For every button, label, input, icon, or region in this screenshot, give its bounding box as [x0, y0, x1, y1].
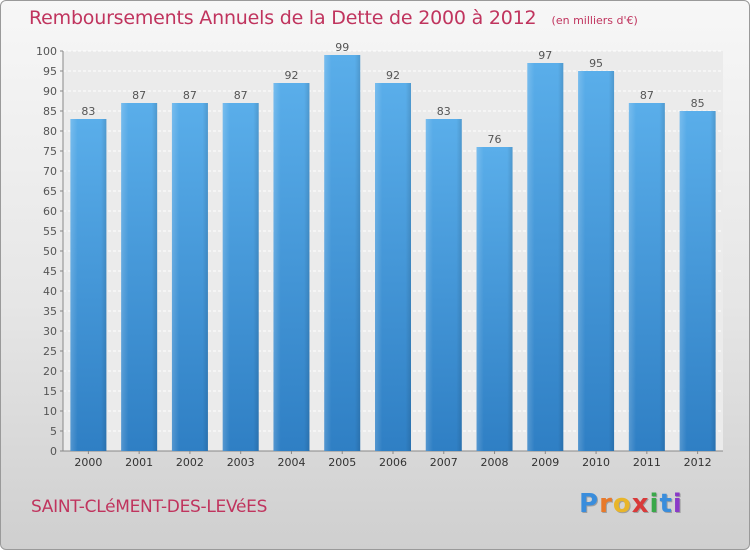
bar-shading [679, 111, 716, 451]
plot-area: 0 5 10 15 20 25 30 35 40 45 50 55 60 65 70 75 80 85 90 95 10… [36, 41, 723, 469]
bar-shading [628, 103, 665, 451]
data-label: 85 [691, 97, 705, 110]
x-tick-label: 2002 [176, 456, 204, 469]
x-tick-label: 2001 [125, 456, 153, 469]
chart-unit: (en milliers d'€) [551, 14, 638, 27]
x-tick-label: 2000 [74, 456, 102, 469]
bar-shading [70, 119, 107, 451]
bar-shading [121, 103, 158, 451]
data-label: 87 [132, 89, 146, 102]
y-tick-label: 30 [43, 325, 57, 338]
logo-letter: o [612, 489, 632, 519]
y-tick-label: 0 [50, 445, 57, 458]
x-tick-label: 2009 [531, 456, 559, 469]
bar-shading [375, 83, 411, 451]
bar-shading [222, 103, 259, 451]
x-tick-label: 2003 [227, 456, 255, 469]
commune-name: SAINT-CLéMENT-DES-LEVéES [31, 497, 268, 517]
y-tick-label: 40 [43, 285, 57, 298]
data-label: 83 [81, 105, 95, 118]
bar-shading [425, 119, 462, 451]
y-tick-label: 70 [43, 165, 57, 178]
y-tick-label: 75 [43, 145, 57, 158]
y-tick-label: 10 [43, 405, 57, 418]
y-tick-label: 45 [43, 265, 57, 278]
data-label: 83 [437, 105, 451, 118]
data-label: 97 [538, 49, 552, 62]
x-tick-label: 2007 [430, 456, 458, 469]
x-tick-label: 2010 [582, 456, 610, 469]
y-tick-label: 55 [43, 225, 57, 238]
y-tick-label: 90 [43, 85, 57, 98]
y-tick-label: 85 [43, 105, 57, 118]
logo-letter: r [599, 489, 613, 519]
y-tick-label: 20 [43, 365, 57, 378]
x-tick-label: 2012 [684, 456, 712, 469]
y-tick-label: 35 [43, 305, 57, 318]
logo-letter: t [659, 489, 673, 519]
y-tick-label: 5 [50, 425, 57, 438]
logo-letter: i [672, 489, 683, 519]
y-tick-label: 15 [43, 385, 57, 398]
logo-letter: i [649, 489, 660, 519]
x-tick-label: 2011 [633, 456, 661, 469]
logo-letter: P [579, 489, 600, 519]
data-label: 92 [284, 69, 298, 82]
chart-title: Remboursements Annuels de la Dette de 20… [29, 7, 537, 29]
y-tick-label: 50 [43, 245, 57, 258]
data-label: 87 [183, 89, 197, 102]
data-label: 92 [386, 69, 400, 82]
y-tick-label: 60 [43, 205, 57, 218]
data-label: 76 [488, 133, 502, 146]
bar-shading [578, 71, 615, 451]
y-tick-label: 25 [43, 345, 57, 358]
bar-shading [476, 147, 513, 451]
y-tick-label: 80 [43, 125, 57, 138]
title-row: Remboursements Annuels de la Dette de 20… [29, 7, 638, 29]
proxiti-logo[interactable]: Proxiti [579, 489, 683, 519]
y-tick-label: 95 [43, 65, 57, 78]
bar-shading [273, 83, 310, 451]
data-label: 99 [335, 41, 349, 54]
x-tick-label: 2008 [481, 456, 509, 469]
x-tick-label: 2004 [277, 456, 305, 469]
bar-shading [324, 55, 361, 451]
y-tick-label: 100 [36, 45, 57, 58]
data-label: 95 [589, 57, 603, 70]
bar-shading [171, 103, 208, 451]
x-tick-label: 2005 [328, 456, 356, 469]
y-tick-label: 65 [43, 185, 57, 198]
x-tick-label: 2006 [379, 456, 407, 469]
bar-shading [527, 63, 564, 451]
logo-letter: x [631, 489, 650, 519]
data-label: 87 [234, 89, 248, 102]
data-label: 87 [640, 89, 654, 102]
